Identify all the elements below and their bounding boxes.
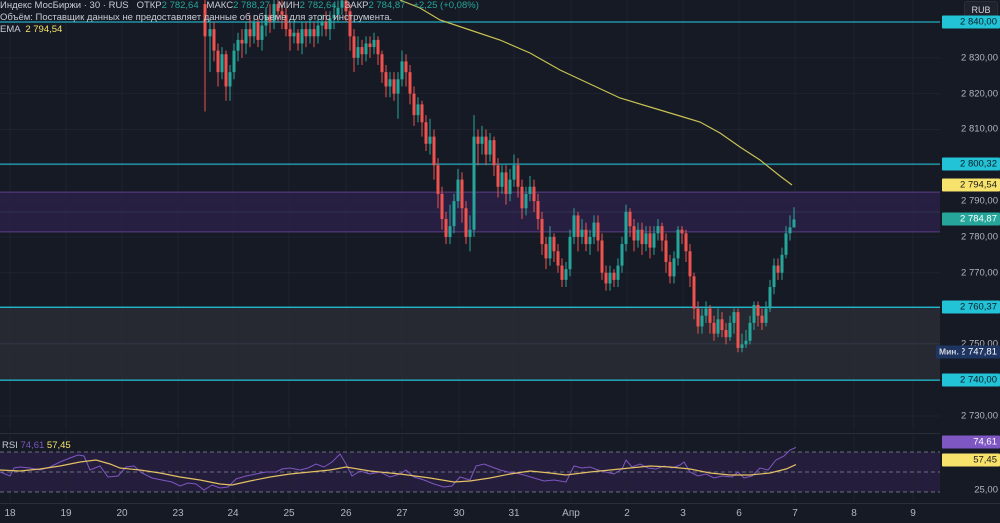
candlestick-chart[interactable]	[0, 0, 940, 430]
rsi-ma-value: 57,45	[46, 440, 71, 451]
rsi-line	[0, 446, 797, 491]
low-label: МИН	[278, 0, 300, 11]
price-tick: 2 770,00	[961, 267, 998, 279]
time-tick: 20	[116, 508, 128, 519]
time-tick: 3	[680, 508, 686, 519]
chart-legend: Индекс МосБиржи · 30 · RUS ОТКР2 782,64 …	[0, 0, 479, 36]
time-tick: 2	[624, 508, 630, 519]
time-tick: 31	[508, 508, 520, 519]
close-value: 2 784,87	[368, 0, 406, 11]
rsi-tick: 25,00	[974, 484, 998, 496]
ema-label: EMA	[0, 24, 21, 35]
high-label: МАКС	[206, 0, 234, 11]
volume-notice: Объём: Поставщик данных не предоставляет…	[0, 12, 393, 23]
rsi-value: 74,61	[20, 440, 45, 451]
price-axis[interactable]: RUB 2 840,002 830,002 820,002 810,002 79…	[940, 0, 1000, 503]
rsi-chart[interactable]	[0, 434, 940, 502]
time-tick: 23	[172, 508, 184, 519]
change-value: +2,25 (+0,08%)	[413, 0, 479, 11]
symbol-name[interactable]: Индекс МосБиржи	[0, 0, 82, 11]
rsi-pane[interactable]	[0, 433, 940, 502]
rsi-tag: 57,45	[942, 453, 1000, 467]
price-tag: 2 784,87	[942, 212, 1000, 226]
price-tick: 2 820,00	[961, 88, 998, 100]
candles	[203, 0, 796, 353]
time-tick: 9	[910, 508, 916, 519]
time-axis[interactable]: 18 19 20 23 24 25 26 27 30 31 Апр 2 3 6 7 8 9	[0, 503, 1000, 523]
price-tick: 2 830,00	[961, 52, 998, 64]
time-tick: 18	[4, 508, 16, 519]
price-tag: 2 760,37	[942, 300, 1000, 314]
price-tick: 2 790,00	[961, 195, 998, 207]
price-tag: 2 740,00	[942, 373, 1000, 387]
rsi-legend[interactable]: RSI 74,61 57,45	[2, 440, 71, 451]
time-tick: 26	[340, 508, 352, 519]
open-value: 2 782,64	[161, 0, 199, 11]
price-pane[interactable]	[0, 0, 940, 430]
ema-line	[399, 0, 793, 186]
price-tag: 2 794,54	[942, 178, 1000, 192]
time-tick: 30	[453, 508, 465, 519]
price-tick: 2 810,00	[961, 123, 998, 135]
ema-value: 2 794,54	[25, 24, 63, 35]
time-tick: 8	[851, 508, 857, 519]
time-tick: 6	[736, 508, 742, 519]
price-tick: 2 730,00	[961, 410, 998, 422]
exchange: RUS	[108, 0, 129, 11]
time-tick: 19	[60, 508, 72, 519]
rsi-ma-line	[0, 459, 797, 486]
time-tick: 24	[227, 508, 239, 519]
price-tag: 2 800,32	[942, 157, 1000, 171]
ema-legend[interactable]: EMA 2 794,54	[0, 24, 479, 36]
high-value: 2 788,27	[233, 0, 271, 11]
low-value: 2 782,64	[299, 0, 337, 11]
time-tick: 25	[283, 508, 295, 519]
interval: 30	[89, 0, 101, 11]
price-tick: 2 780,00	[961, 231, 998, 243]
close-label: ЗАКР	[344, 0, 369, 11]
time-tick: 7	[792, 508, 798, 519]
time-tick: Апр	[562, 508, 580, 519]
symbol-row: Индекс МосБиржи · 30 · RUS ОТКР2 782,64 …	[0, 0, 479, 11]
rsi-tag: 74,61	[942, 435, 1000, 449]
rsi-label: RSI	[2, 440, 18, 451]
price-tick: 2 750,00	[961, 338, 998, 350]
open-label: ОТКР	[136, 0, 162, 11]
price-tag: 2 840,00	[942, 15, 1000, 29]
min-label: Мин.	[936, 345, 962, 359]
time-tick: 27	[396, 508, 408, 519]
